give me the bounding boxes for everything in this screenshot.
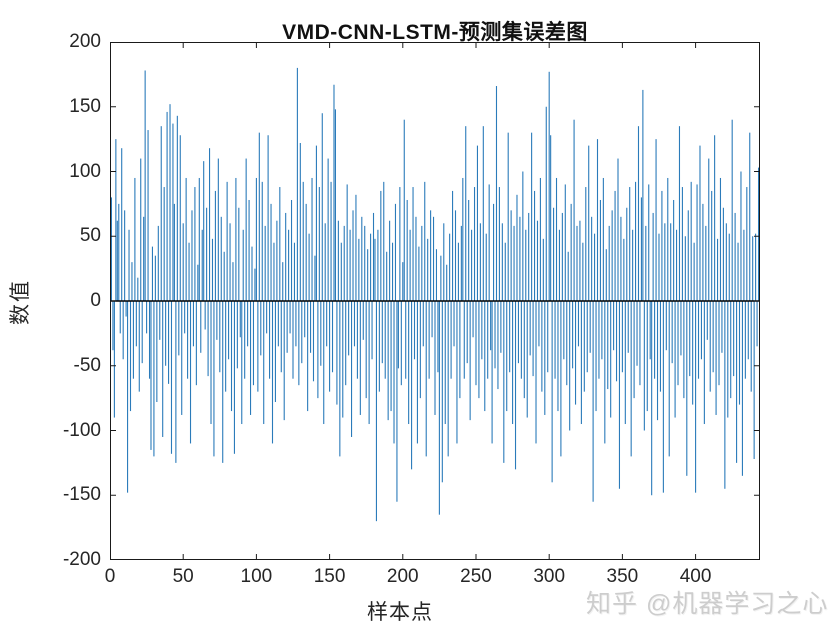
x-tick-label: 250 bbox=[460, 566, 492, 587]
x-tick-label: 300 bbox=[533, 566, 566, 587]
bars-group bbox=[110, 67, 760, 522]
y-tick-label: -200 bbox=[62, 549, 101, 570]
y-axis-label: 数值 bbox=[9, 279, 32, 325]
y-tick-label: 200 bbox=[69, 31, 101, 52]
y-tick-label: 50 bbox=[79, 225, 101, 247]
x-tick-label: 200 bbox=[386, 566, 419, 587]
x-tick-label: 400 bbox=[679, 566, 712, 587]
x-tick-label: 150 bbox=[313, 566, 346, 587]
y-tick-label: 100 bbox=[69, 160, 101, 182]
x-axis-label: 样本点 bbox=[367, 601, 433, 624]
watermark-text: 知乎 @机器学习之心 bbox=[586, 590, 829, 618]
y-tick-label: -50 bbox=[73, 354, 101, 376]
x-tick-label: 100 bbox=[240, 566, 273, 587]
plot-svg bbox=[110, 42, 760, 560]
y-tick-label: 0 bbox=[90, 290, 101, 311]
y-tick-label: -150 bbox=[62, 484, 101, 506]
chart-title: VMD-CNN-LSTM-预测集误差图 bbox=[282, 21, 588, 44]
x-tick-label: 0 bbox=[104, 566, 116, 587]
axes-box bbox=[110, 42, 760, 560]
x-tick-label: 350 bbox=[606, 566, 639, 587]
y-tick-label: -100 bbox=[62, 419, 101, 441]
x-tick-label: 50 bbox=[172, 566, 194, 587]
y-tick-label: 150 bbox=[69, 95, 101, 117]
